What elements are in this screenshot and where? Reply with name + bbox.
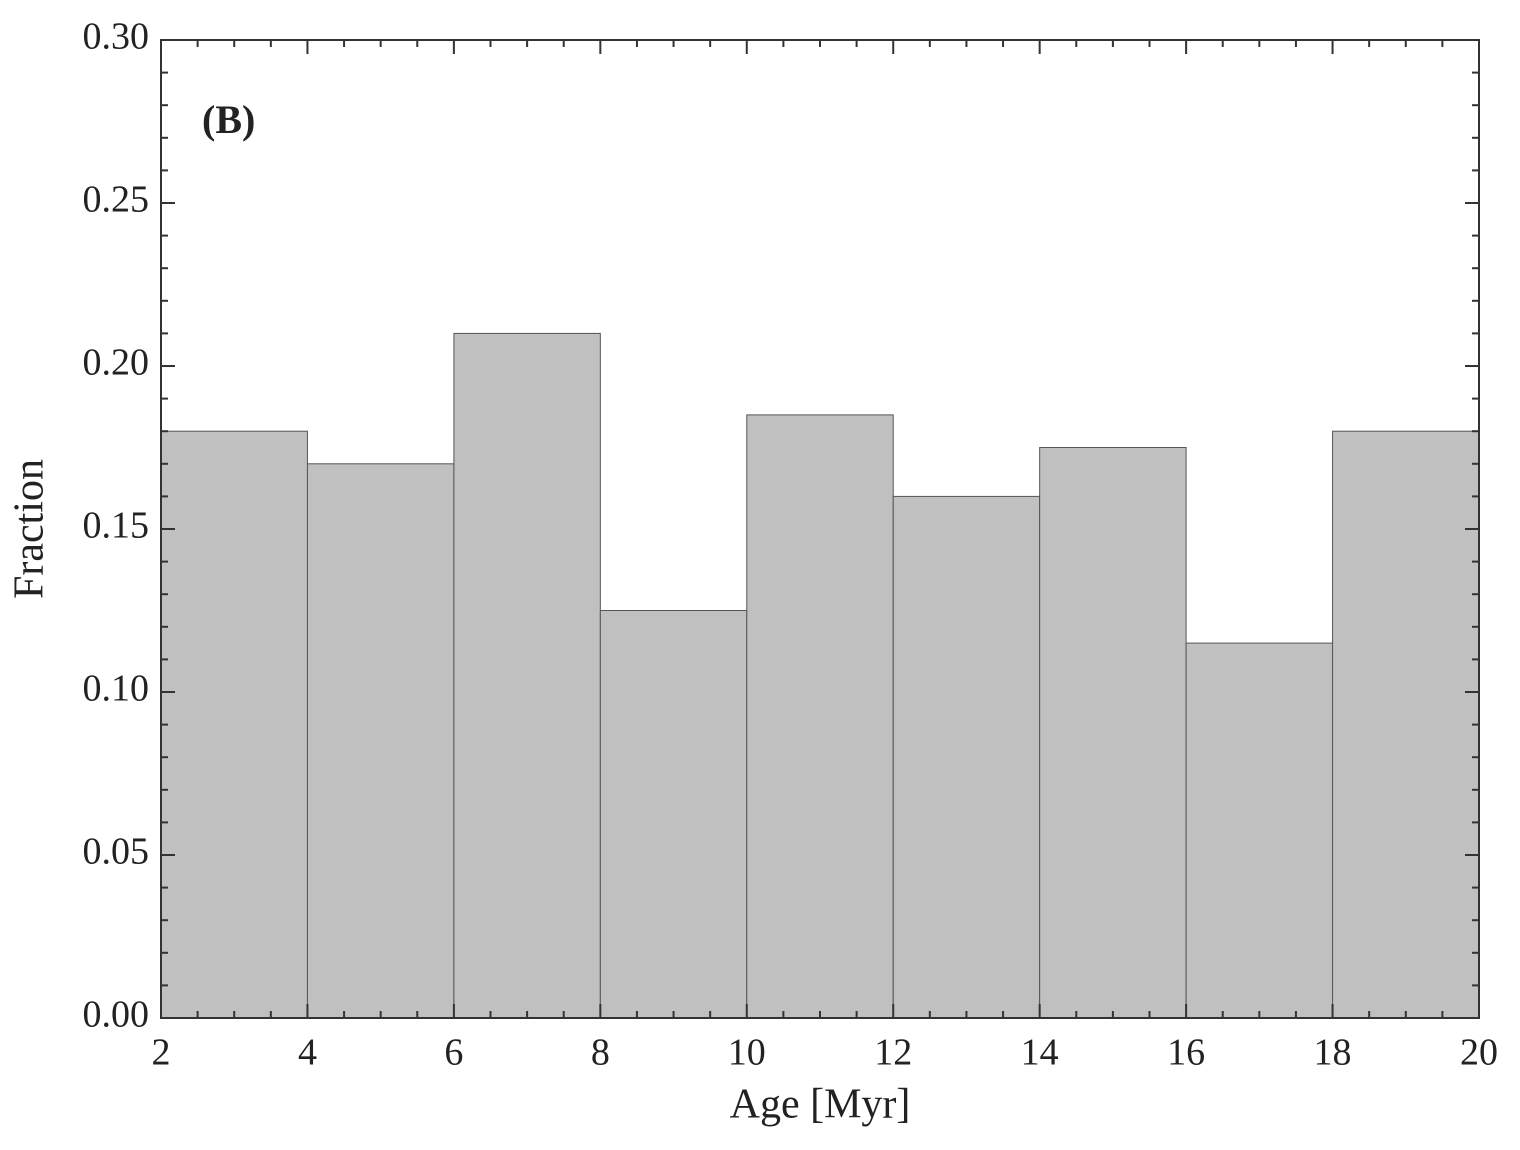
bar: [599, 610, 748, 1019]
x-axis-label: Age [Myr]: [730, 1082, 911, 1128]
y-tick-label: 0.15: [83, 505, 150, 547]
x-tick-label: 8: [591, 1032, 610, 1074]
x-tick-label: 2: [152, 1032, 171, 1074]
x-tick-label: 4: [298, 1032, 317, 1074]
y-tick-label: 0.25: [83, 179, 150, 221]
x-tick-label: 18: [1314, 1032, 1352, 1074]
bar: [453, 332, 601, 1019]
bar: [746, 414, 894, 1019]
panel-label: (B): [202, 97, 255, 142]
x-tick-label: 16: [1167, 1032, 1205, 1074]
x-tick-label: 20: [1460, 1032, 1498, 1074]
y-tick-label: 0.05: [83, 831, 150, 873]
bar: [160, 430, 308, 1019]
y-tick-label: 0.00: [83, 994, 150, 1036]
y-axis-label: Fraction: [7, 459, 53, 599]
y-tick-label: 0.10: [83, 668, 150, 710]
x-tick-label: 12: [874, 1032, 912, 1074]
bar: [892, 495, 1041, 1019]
x-tick-label: 14: [1021, 1032, 1059, 1074]
bar: [1185, 642, 1334, 1019]
x-tick-label: 10: [728, 1032, 766, 1074]
bar: [1332, 430, 1480, 1019]
y-tick-label: 0.30: [83, 16, 150, 58]
bar: [306, 463, 455, 1019]
x-tick-label: 6: [444, 1032, 463, 1074]
bar: [1039, 447, 1187, 1019]
y-tick-label: 0.20: [83, 342, 150, 384]
